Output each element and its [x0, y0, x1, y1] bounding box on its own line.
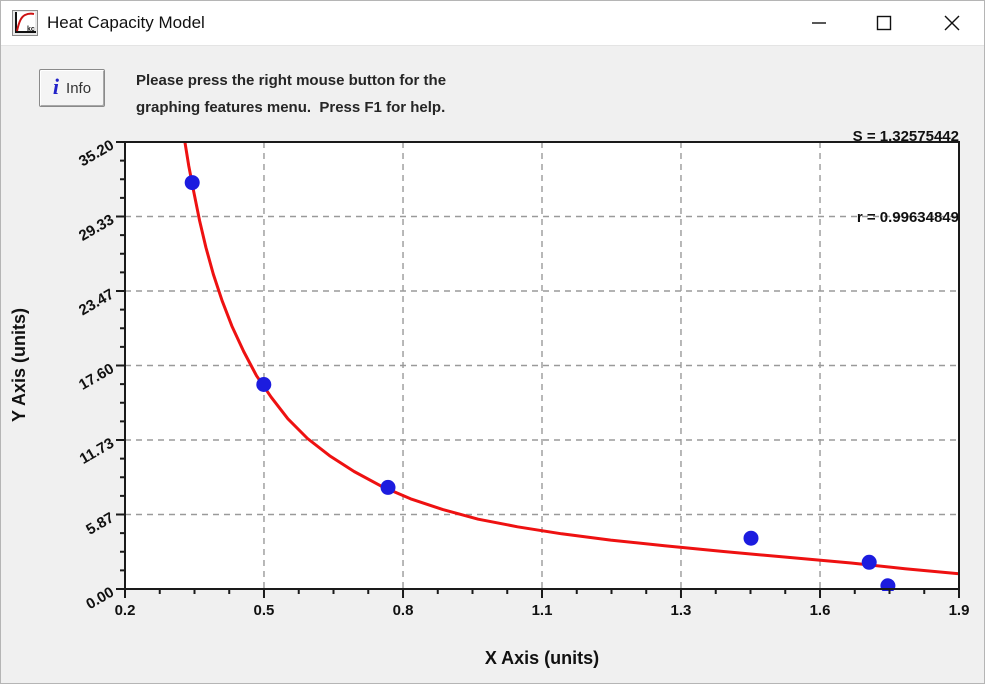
y-tick-label: 5.87	[83, 509, 117, 538]
fitted-curve	[183, 142, 959, 576]
x-tick-label: 0.2	[115, 602, 136, 619]
x-tick-label: 1.3	[671, 602, 692, 619]
data-point	[380, 479, 396, 495]
fit-statistics: S = 1.32575442 r = 0.99634849	[853, 69, 959, 285]
y-tick-label: 0.00	[83, 584, 117, 613]
close-button[interactable]	[930, 8, 974, 38]
y-tick-label: 23.47	[76, 286, 117, 319]
minimize-icon	[812, 22, 826, 24]
plot-area[interactable]	[125, 142, 959, 589]
y-axis-title: Y Axis (units)	[9, 308, 29, 422]
data-point	[880, 578, 896, 591]
y-tick-label: 29.33	[76, 211, 117, 244]
x-tick-label: 0.5	[254, 602, 275, 619]
x-tick-label: 1.1	[532, 602, 553, 619]
info-button[interactable]: i Info	[39, 69, 105, 107]
stat-standard-error: S = 1.32575442	[852, 128, 959, 145]
data-point	[861, 554, 877, 570]
stat-correlation: r = 0.99634849	[856, 209, 959, 226]
data-layer	[183, 142, 959, 591]
info-icon: i	[52, 74, 60, 99]
close-icon	[944, 15, 960, 31]
app-icon: kc	[12, 10, 38, 36]
data-point	[743, 530, 759, 546]
info-button-label: Info	[66, 79, 92, 97]
y-tick-label: 11.73	[77, 435, 117, 468]
data-point	[184, 175, 200, 191]
instruction-text: Please press the right mouse button for …	[136, 72, 447, 116]
gridlines	[125, 142, 959, 589]
x-axis-title: X Axis (units)	[485, 648, 599, 668]
x-tick-label: 0.8	[393, 602, 414, 619]
svg-text:kc: kc	[27, 26, 35, 33]
y-tick-label: 17.60	[76, 360, 117, 393]
x-tick-label: 1.9	[949, 602, 970, 619]
maximize-icon	[876, 15, 892, 31]
maximize-button[interactable]	[862, 8, 906, 38]
data-point	[256, 377, 272, 392]
title-bar: kc Heat Capacity Model	[1, 1, 984, 46]
window-title: Heat Capacity Model	[47, 13, 205, 32]
x-tick-label: 1.6	[810, 602, 831, 619]
minimize-button[interactable]	[797, 8, 841, 38]
axis-ticks	[116, 141, 960, 598]
y-tick-label: 35.20	[76, 137, 117, 170]
